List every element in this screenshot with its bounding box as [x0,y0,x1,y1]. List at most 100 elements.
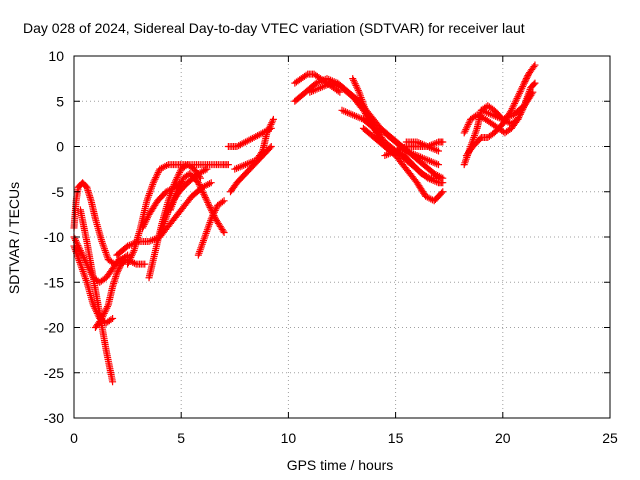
y-tick-label: 10 [48,48,64,64]
data-point [509,103,517,111]
data-point [176,169,184,177]
data-point [465,119,473,127]
data-point [508,105,516,113]
data-point [520,79,528,87]
y-axis-label: SDTVAR / TECUs [6,182,22,294]
data-point [154,169,162,177]
x-tick-label: 20 [495,430,511,446]
data-point [210,210,218,218]
data-point [73,240,81,248]
data-point [176,181,184,189]
chart-title: Day 028 of 2024, Sidereal Day-to-day VTE… [23,20,525,36]
data-point [130,259,138,267]
data-point [177,179,185,187]
data-marks [70,61,539,386]
data-point [519,81,527,89]
data-point [434,161,442,169]
data-point [439,188,447,196]
data-point [153,172,161,180]
axis-ticks: 0 5 10 15 20 25 -30 -25 -20 -15 -10 -5 0 5 10 [44,48,618,446]
series-arc-10 [156,179,215,241]
data-point [263,129,271,137]
data-point [529,88,537,96]
data-point [85,265,93,273]
series-arc-12 [194,197,228,259]
data-point [127,253,135,261]
data-point [101,308,109,316]
data-point [201,192,209,200]
data-point [523,73,531,81]
data-point [210,208,218,216]
y-tick-label: -5 [52,184,65,200]
data-point [199,189,207,197]
data-point [439,179,447,187]
data-point [531,79,539,87]
data-point [258,149,266,157]
data-point [149,179,157,187]
data-point [207,179,215,187]
data-point [218,198,226,206]
y-tick-label: -30 [44,410,64,426]
data-point [513,94,521,102]
data-point [351,80,359,88]
data-point [354,85,362,93]
data-point [514,93,522,101]
data-point [264,127,272,135]
data-point [116,263,124,271]
data-point [109,314,117,322]
data-point [173,174,181,182]
data-point [196,174,204,182]
data-point [269,117,277,125]
data-point [516,88,524,96]
data-point [99,311,107,319]
y-tick-label: 5 [56,93,64,109]
data-point [196,182,204,190]
data-point [515,91,523,99]
data-point [208,213,216,221]
data-point [202,195,210,203]
data-point [531,61,539,69]
data-point [174,172,182,180]
data-point [266,144,274,152]
data-point [99,313,107,321]
y-tick-label: -15 [44,274,64,290]
data-point [266,122,274,130]
data-point [438,189,446,197]
data-point [302,71,310,79]
y-tick-label: -10 [44,229,64,245]
data-point [522,76,530,84]
data-point [72,236,80,244]
data-point [163,162,171,170]
data-point [350,76,358,84]
data-point [268,119,276,127]
data-point [206,203,214,211]
x-tick-label: 10 [281,430,297,446]
data-point [141,219,149,227]
data-point [83,260,91,268]
data-point [522,75,530,83]
data-point [129,248,137,256]
data-point [352,81,360,89]
data-point [212,205,220,213]
data-point [434,147,442,155]
data-point [364,111,372,119]
data-point [71,235,79,243]
data-point [203,197,211,205]
data-point [434,174,442,182]
series-arc-15 [231,115,277,173]
data-point [511,100,519,108]
data-point [206,180,214,188]
data-point [521,78,529,86]
x-tick-label: 25 [602,430,618,446]
data-point [203,165,211,173]
data-point [139,224,147,232]
data-point [463,122,471,130]
data-point [84,262,92,270]
data-point [198,187,206,195]
data-point [349,75,357,83]
data-point [124,260,132,268]
data-point [153,170,161,178]
data-point [267,143,275,150]
data-point [461,127,469,135]
